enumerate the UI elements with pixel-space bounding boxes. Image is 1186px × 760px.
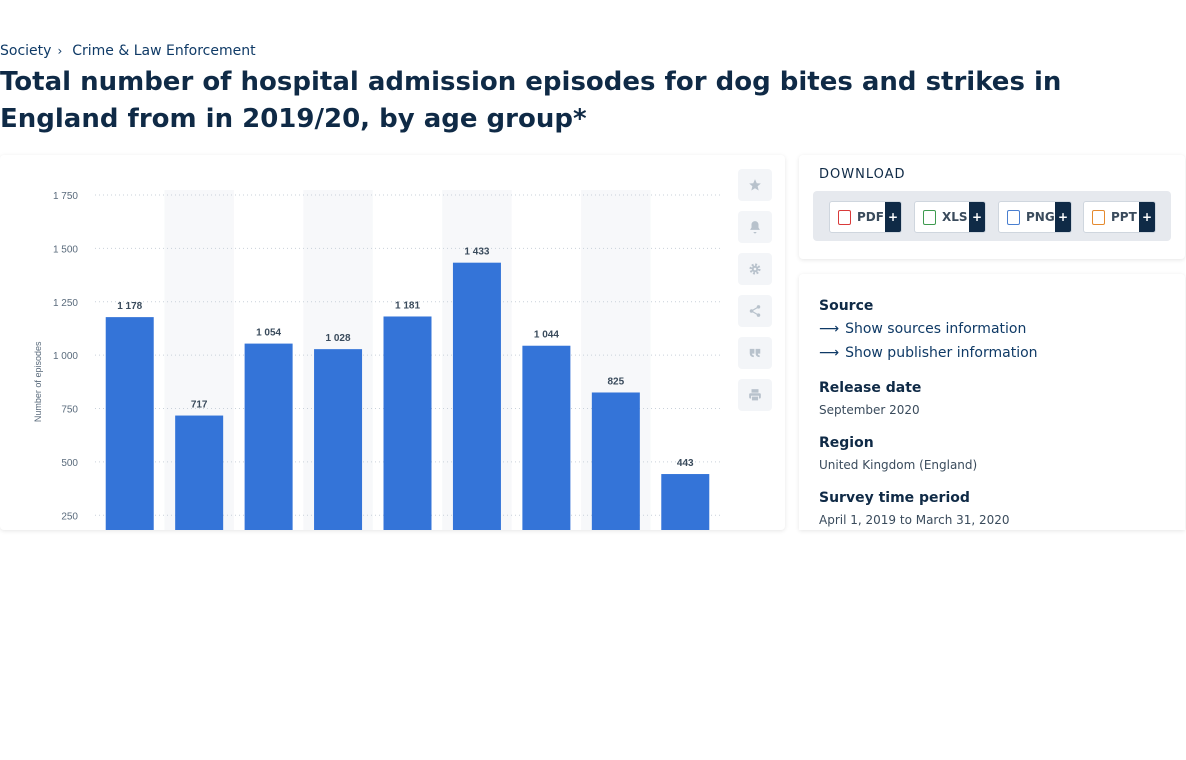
download-pdf-label: PDF <box>857 210 884 224</box>
meta-card: Source ⟶ Show sources information ⟶ Show… <box>799 274 1185 530</box>
bar-value-label: 717 <box>191 400 208 411</box>
survey-period-value: April 1, 2019 to March 31, 2020 <box>819 513 1010 527</box>
arrow-right-icon: ⟶ <box>819 345 840 361</box>
survey-period-heading: Survey time period <box>819 490 970 506</box>
breadcrumb-society[interactable]: Society <box>0 43 52 59</box>
bar-value-label: 1 044 <box>534 330 559 341</box>
pdf-file-icon <box>838 209 851 225</box>
bar-value-label: 1 054 <box>256 328 281 339</box>
region-heading: Region <box>819 435 874 451</box>
y-tick-label: 250 <box>61 511 78 522</box>
xls-file-icon <box>923 209 936 225</box>
download-card: DOWNLOAD PDF + XLS + PNG + PPT + <box>799 155 1185 259</box>
download-xls-button[interactable]: XLS + <box>914 201 986 233</box>
show-sources-link[interactable]: ⟶ Show sources information <box>819 321 1026 337</box>
download-pdf-plus: + <box>885 202 901 232</box>
download-ppt-label: PPT <box>1111 210 1137 224</box>
download-xls-label: XLS <box>942 210 968 224</box>
bar-chart: 250 500 750 1 000 1 250 1 500 1 750 Number of e… <box>33 190 720 530</box>
show-publisher-link[interactable]: ⟶ Show publisher information <box>819 345 1038 361</box>
bar-value-label: 1 178 <box>117 301 142 312</box>
download-png-button[interactable]: PNG + <box>998 201 1072 233</box>
breadcrumb-separator: › <box>57 44 63 58</box>
arrow-right-icon: ⟶ <box>819 321 840 337</box>
download-xls-plus: + <box>969 202 985 232</box>
bar <box>244 343 293 530</box>
release-date-value: September 2020 <box>819 403 920 417</box>
bar <box>591 392 640 530</box>
quote-icon[interactable] <box>738 337 772 369</box>
download-ppt-button[interactable]: PPT + <box>1083 201 1156 233</box>
download-ppt-plus: + <box>1139 202 1155 232</box>
breadcrumb-crime-law[interactable]: Crime & Law Enforcement <box>72 43 256 59</box>
y-tick-label: 1 000 <box>53 351 78 362</box>
bar <box>175 415 224 530</box>
y-axis-label: Number of episodes <box>33 341 43 422</box>
y-tick-label: 1 750 <box>53 191 78 202</box>
bar-value-label: 1 028 <box>326 333 351 344</box>
y-tick-label: 750 <box>61 405 78 416</box>
region-value: United Kingdom (England) <box>819 458 978 472</box>
show-sources-label: Show sources information <box>845 321 1027 337</box>
y-tick-label: 1 250 <box>53 298 78 309</box>
download-pdf-button[interactable]: PDF + <box>829 201 902 233</box>
chart-card: 250 500 750 1 000 1 250 1 500 1 750 Number of e… <box>0 155 785 530</box>
bar <box>383 316 432 530</box>
y-tick-label: 500 <box>61 458 78 469</box>
ppt-file-icon <box>1092 209 1105 225</box>
bar-value-label: 443 <box>677 458 694 469</box>
download-png-label: PNG <box>1026 210 1055 224</box>
download-bar: PDF + XLS + PNG + PPT + <box>813 191 1171 241</box>
bar-value-label: 1 433 <box>464 247 489 258</box>
download-png-plus: + <box>1055 202 1071 232</box>
print-icon[interactable] <box>738 379 772 411</box>
download-title: DOWNLOAD <box>819 167 906 182</box>
bar <box>522 345 571 530</box>
png-file-icon <box>1007 209 1020 225</box>
source-heading: Source <box>819 298 874 314</box>
bar-value-label: 825 <box>607 376 624 387</box>
page-title: Total number of hospital admission episo… <box>0 67 1062 134</box>
bell-icon[interactable] <box>738 211 772 243</box>
y-tick-label: 1 500 <box>53 244 78 255</box>
show-publisher-label: Show publisher information <box>845 345 1038 361</box>
bar <box>314 349 363 530</box>
bar <box>105 317 154 530</box>
bar-value-label: 1 181 <box>395 300 420 311</box>
star-icon[interactable] <box>738 169 772 201</box>
share-icon[interactable] <box>738 295 772 327</box>
breadcrumb: Society › Crime & Law Enforcement <box>0 43 256 59</box>
bar <box>661 474 710 530</box>
chart-toolbar <box>738 169 772 411</box>
gear-icon[interactable] <box>738 253 772 285</box>
release-date-heading: Release date <box>819 380 922 396</box>
bar <box>452 262 501 530</box>
